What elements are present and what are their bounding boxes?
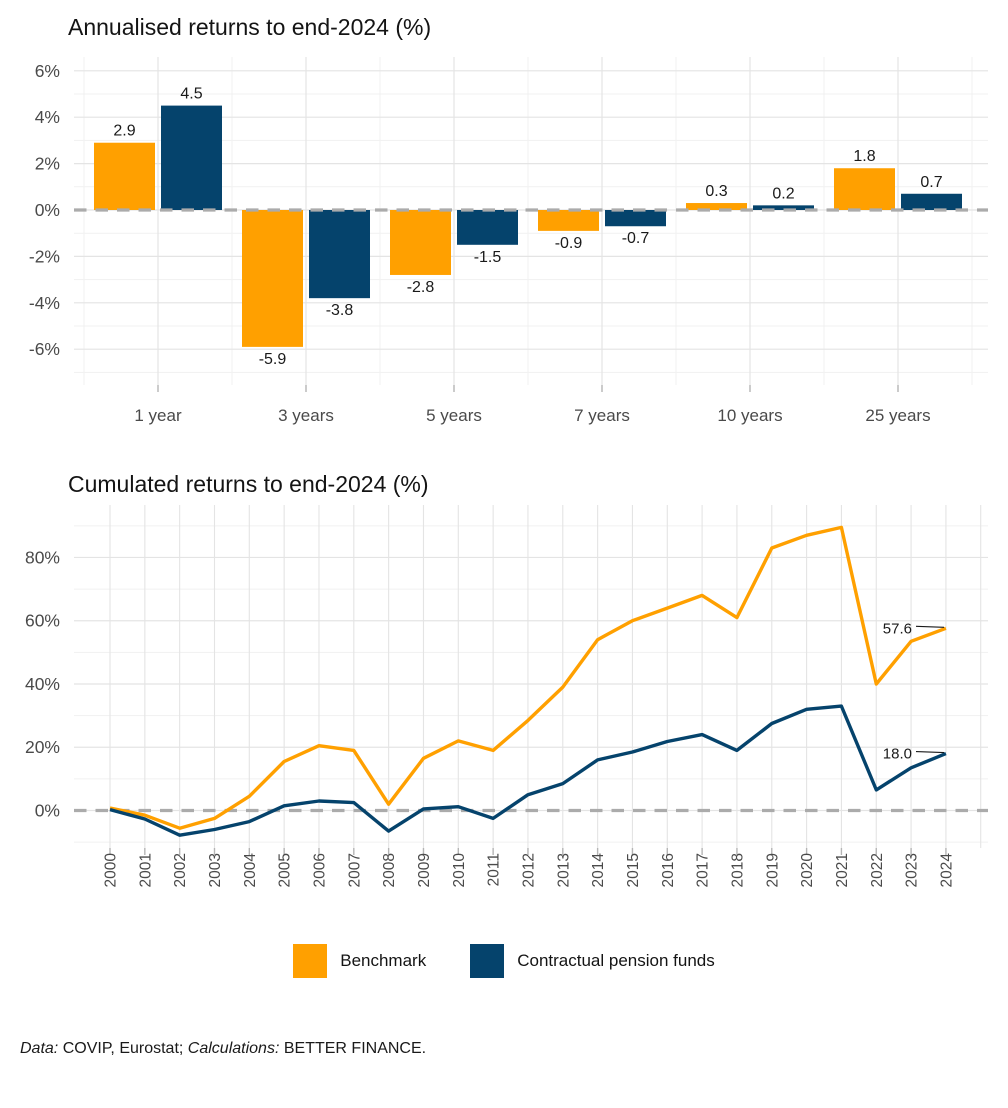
bar-contractual-pension-funds: [605, 210, 666, 227]
bar-benchmark: [538, 210, 599, 231]
bar-benchmark: [242, 210, 303, 347]
x-axis-year-label: 2008: [381, 853, 398, 887]
bar-contractual-pension-funds: [161, 105, 222, 210]
x-axis-year-label: 2009: [416, 853, 433, 887]
source-note-calculations-value: BETTER FINANCE.: [279, 1040, 427, 1057]
y-axis-tick-label: 80%: [25, 547, 60, 567]
legend-label-pension-funds: Contractual pension funds: [517, 951, 715, 970]
bar-contractual-pension-funds: [457, 210, 518, 245]
x-axis-year-label: 2012: [520, 853, 537, 887]
y-axis-tick-label: 0%: [35, 200, 60, 220]
x-axis-year-label: 2023: [904, 853, 921, 887]
y-axis-tick-label: 2%: [35, 154, 60, 174]
bar-value-label: 4.5: [180, 86, 202, 103]
bar-value-label: -0.7: [622, 230, 650, 247]
bar-benchmark: [686, 203, 747, 210]
bar-value-label: -2.8: [407, 279, 435, 296]
x-axis-category-label: 1 year: [134, 406, 182, 425]
benchmark-swatch-icon: [293, 944, 328, 978]
x-axis-category-label: 10 years: [717, 406, 782, 425]
legend-label-benchmark: Benchmark: [340, 951, 427, 970]
bar-value-label: 0.7: [920, 174, 942, 191]
source-note-data-label: Data:: [20, 1040, 59, 1057]
bar-value-label: -1.5: [474, 249, 502, 266]
pension-funds-swatch-icon: [470, 944, 505, 978]
bar-value-label: -3.8: [326, 302, 354, 319]
x-axis-year-label: 2003: [207, 853, 224, 887]
y-axis-tick-label: 20%: [25, 737, 60, 757]
y-axis-tick-label: -4%: [29, 293, 60, 313]
x-axis-year-label: 2007: [346, 853, 363, 887]
source-note-calculations-label: Calculations:: [187, 1040, 280, 1057]
y-axis-tick-label: 4%: [35, 107, 60, 127]
x-axis-category-label: 7 years: [574, 406, 630, 425]
source-note: Data: COVIP, Eurostat; Calculations: BET…: [20, 1040, 426, 1058]
legend-item-benchmark: Benchmark: [293, 944, 426, 978]
y-axis-tick-label: 6%: [35, 61, 60, 81]
x-axis-year-label: 2019: [764, 853, 781, 887]
x-axis-year-label: 2015: [625, 853, 642, 887]
bar-contractual-pension-funds: [309, 210, 370, 299]
end-label-callout: [915, 750, 945, 754]
bar-value-label: 1.8: [853, 148, 875, 165]
x-axis-year-label: 2016: [660, 853, 677, 887]
bar-value-label: 0.2: [772, 185, 794, 202]
x-axis-year-label: 2002: [172, 853, 189, 887]
x-axis-year-label: 2020: [799, 853, 816, 888]
legend: Benchmark Contractual pension funds: [0, 944, 1008, 978]
x-axis-year-label: 2000: [103, 853, 120, 888]
x-axis-category-label: 3 years: [278, 406, 334, 425]
line-chart-title: Cumulated returns to end-2024 (%): [68, 471, 429, 497]
x-axis-year-label: 2005: [277, 853, 294, 887]
x-axis-year-label: 2018: [729, 853, 746, 887]
bar-contractual-pension-funds: [753, 205, 814, 210]
x-axis-category-label: 25 years: [865, 406, 930, 425]
bar-value-label: 0.3: [705, 183, 727, 200]
series-end-value-label: 18.0: [883, 746, 912, 763]
x-axis-year-label: 2024: [938, 853, 955, 888]
bar-contractual-pension-funds: [901, 193, 962, 210]
bar-value-label: 2.9: [113, 123, 135, 140]
bar-chart-title: Annualised returns to end-2024 (%): [68, 14, 432, 40]
x-axis-year-label: 2013: [555, 853, 572, 887]
bar-value-label: -5.9: [259, 351, 287, 368]
legend-item-pension-funds: Contractual pension funds: [470, 944, 715, 978]
series-line-contractual-pension-funds: [109, 704, 947, 837]
y-axis-tick-label: 0%: [35, 801, 60, 821]
end-label-callout: [915, 625, 945, 628]
x-axis-year-label: 2010: [451, 853, 468, 888]
x-axis-year-label: 2011: [486, 853, 503, 886]
source-note-data-value: COVIP, Eurostat;: [58, 1040, 188, 1057]
y-axis-tick-label: -6%: [29, 339, 60, 359]
x-axis-year-label: 2017: [695, 853, 712, 887]
bar-benchmark: [390, 210, 451, 275]
x-axis-year-label: 2021: [834, 853, 851, 887]
y-axis-tick-label: 40%: [25, 674, 60, 694]
y-axis-tick-label: -2%: [29, 246, 60, 266]
x-axis-year-label: 2014: [590, 853, 607, 888]
y-axis-tick-label: 60%: [25, 611, 60, 631]
series-line-benchmark: [109, 525, 947, 830]
x-axis-year-label: 2004: [242, 853, 259, 888]
x-axis-category-label: 5 years: [426, 406, 482, 425]
x-axis-year-label: 2001: [137, 853, 154, 887]
series-end-value-label: 57.6: [883, 620, 912, 637]
x-axis-year-label: 2022: [869, 853, 886, 887]
bar-value-label: -0.9: [555, 235, 583, 252]
x-axis-year-label: 2006: [311, 853, 328, 887]
bar-benchmark: [94, 142, 155, 210]
bar-benchmark: [834, 168, 895, 210]
